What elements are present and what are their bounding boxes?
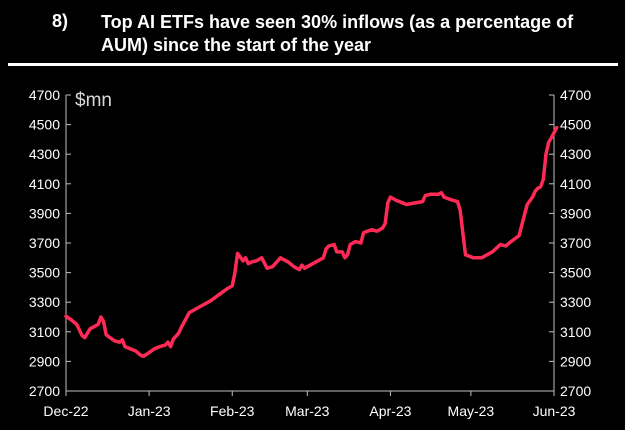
right-y-tick-label: 4300 [560, 146, 591, 162]
right-y-axis: 2700 2900 3100 3300 3500 3700 3900 4100 4300 4500… [549, 87, 591, 399]
right-y-tick-label: 4100 [560, 176, 591, 192]
right-y-tick-label: 4700 [560, 87, 591, 103]
right-y-tick-label: 2700 [560, 383, 591, 399]
series-layer [64, 125, 559, 358]
left-y-tick-label: 4500 [29, 117, 60, 133]
chart-title: Top AI ETFs have seen 30% inflows (as a … [101, 12, 574, 55]
x-tick-label: May-23 [448, 403, 495, 419]
y-unit-label: $mn [75, 90, 112, 111]
left-y-tick-label: 2900 [29, 353, 60, 369]
series-line-ai-etf-aum [64, 125, 559, 358]
x-tick-label: Jun-23 [533, 403, 576, 419]
x-axis: Dec-22 Jan-23 Feb-23 Mar-23 Apr-23 May-23 Jun-… [43, 390, 576, 419]
right-y-tick-label: 3100 [560, 324, 591, 340]
left-y-tick-label: 4300 [29, 146, 60, 162]
chart-number: 8) [52, 11, 69, 31]
x-tick-label: Jan-23 [128, 403, 171, 419]
left-y-tick-label: 4700 [29, 87, 60, 103]
left-y-tick-label: 2700 [29, 383, 60, 399]
right-y-tick-label: 3900 [560, 205, 591, 221]
left-y-tick-label: 3300 [29, 294, 60, 310]
x-tick-label: Apr-23 [369, 403, 411, 419]
left-y-tick-label: 3100 [29, 324, 60, 340]
left-y-tick-label: 3700 [29, 235, 60, 251]
right-y-tick-label: 3300 [560, 294, 591, 310]
x-tick-label: Dec-22 [43, 403, 88, 419]
left-y-tick-label: 4100 [29, 176, 60, 192]
right-y-tick-label: 3700 [560, 235, 591, 251]
title-rule [8, 63, 618, 66]
left-y-axis: 2700 2900 3100 3300 3500 3700 3900 4100 4300 4500… [29, 87, 71, 399]
x-tick-label: Mar-23 [285, 403, 330, 419]
x-tick-label: Feb-23 [210, 403, 255, 419]
right-y-tick-label: 3500 [560, 265, 591, 281]
right-y-tick-label: 2900 [560, 353, 591, 369]
left-y-tick-label: 3900 [29, 205, 60, 221]
right-y-tick-label: 4500 [560, 117, 591, 133]
left-y-tick-label: 3500 [29, 265, 60, 281]
chart-header: 8) Top AI ETFs have seen 30% inflows (as… [0, 0, 625, 62]
